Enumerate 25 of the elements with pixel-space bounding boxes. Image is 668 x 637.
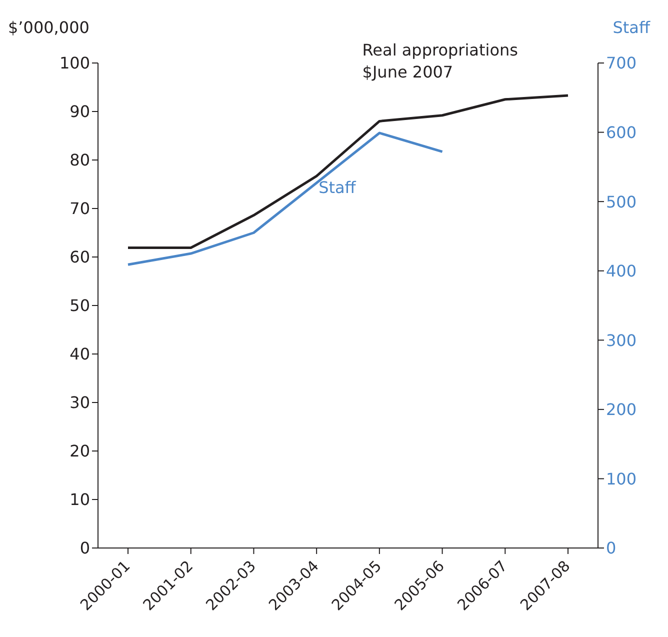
line-series (126, 132, 444, 266)
y-axis-title: $’000,000 (8, 18, 90, 37)
y-tick-label: 30 (70, 393, 90, 412)
y2-tick-label: 0 (606, 538, 616, 558)
y-tick-label: 40 (70, 344, 90, 364)
series-label: Real appropriations $June 2007 (362, 40, 518, 82)
y-tick-label: 90 (70, 102, 90, 122)
y-tick-label: 100 (59, 54, 90, 73)
y2-tick-label: 700 (606, 54, 637, 73)
y2-tick-label: 400 (606, 262, 637, 281)
y-tick-label: 0 (80, 538, 90, 558)
y2-tick-label: 300 (606, 330, 637, 350)
y2-tick-label: 500 (606, 192, 637, 212)
series-label: Staff (318, 178, 357, 197)
y2-tick-label: 200 (606, 400, 637, 420)
y-tick-label: 60 (70, 248, 90, 267)
y-tick-label: 50 (70, 296, 90, 316)
y2-axis-title: Staff (612, 18, 650, 37)
y-tick-label: 80 (70, 150, 90, 170)
line-series (126, 94, 570, 250)
y-tick-label: 10 (70, 490, 90, 510)
y2-tick-label: 100 (606, 469, 637, 488)
y-tick-label: 70 (70, 199, 90, 218)
y2-tick-label: 600 (606, 122, 637, 142)
y-tick-label: 20 (70, 442, 90, 461)
